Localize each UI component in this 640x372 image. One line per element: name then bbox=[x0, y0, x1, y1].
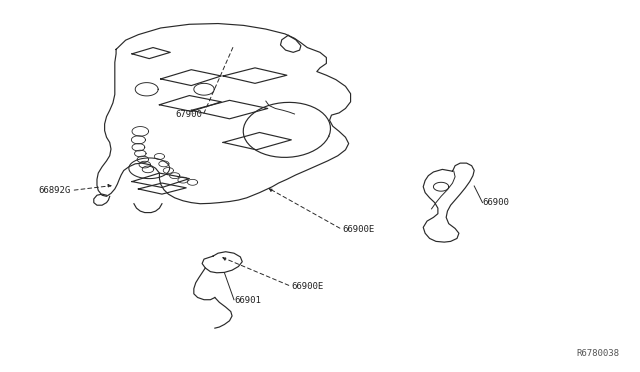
Text: 66900E: 66900E bbox=[291, 282, 324, 291]
Text: 66901: 66901 bbox=[234, 296, 261, 305]
Text: 66900: 66900 bbox=[483, 198, 509, 207]
Text: R6780038: R6780038 bbox=[577, 350, 620, 359]
Text: 67900: 67900 bbox=[175, 109, 202, 119]
Text: 66892G: 66892G bbox=[38, 186, 70, 195]
Text: 66900E: 66900E bbox=[342, 225, 374, 234]
